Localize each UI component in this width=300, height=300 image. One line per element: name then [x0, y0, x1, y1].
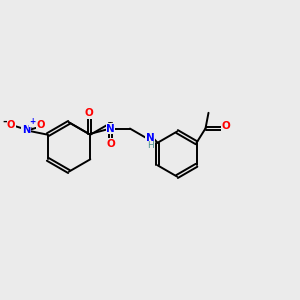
Text: O: O: [37, 120, 45, 130]
Text: O: O: [106, 139, 115, 149]
Text: O: O: [221, 121, 230, 131]
Text: -: -: [2, 117, 7, 127]
Text: N: N: [106, 124, 115, 134]
Text: N: N: [146, 133, 155, 142]
Text: O: O: [7, 120, 15, 130]
Text: N: N: [22, 125, 30, 135]
Text: +: +: [30, 117, 36, 126]
Text: O: O: [85, 108, 94, 118]
Text: H: H: [147, 142, 154, 151]
